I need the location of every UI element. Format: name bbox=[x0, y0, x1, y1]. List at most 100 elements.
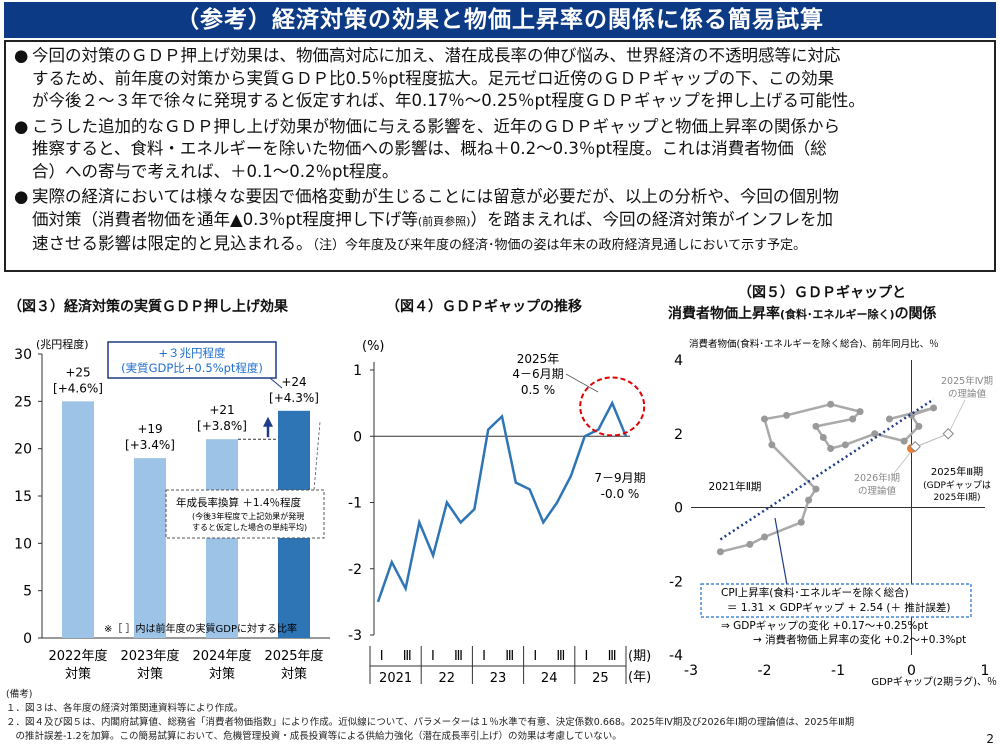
fig5-eq-2: ＝ 1.31 × GDPギャップ + 2.54 (＋ 推計誤差) bbox=[727, 601, 950, 614]
fig3-bar bbox=[206, 439, 238, 638]
fig3-ratio-label: [+4.6%] bbox=[53, 381, 103, 395]
fig5-y-tick-label: -4 bbox=[669, 648, 683, 664]
fig5-title-line2: 消費者物価上昇率(食料･エネルギー除く)の関係 bbox=[668, 303, 937, 323]
fig5-x-tick-label: 1 bbox=[981, 663, 990, 679]
fig3-y-tick-label: 5 bbox=[23, 584, 32, 600]
fig4-chart: (%) 1 0 -1 -2 -3 2025年 4－6月期 0.5 % 7－9月期 -0.… bbox=[348, 339, 651, 686]
bullet-3-line-3: 速させる影響は限定的と見込まれる。（注）今年度及び来年度の経済･物価の姿は年末の… bbox=[32, 233, 988, 258]
fig4-x-labels: Ⅰ Ⅲ Ⅰ Ⅲ Ⅰ Ⅲ Ⅰ Ⅲ Ⅰ Ⅲ 2021 22 23 24 25 bbox=[369, 646, 627, 686]
fig5-x-tick-label: -3 bbox=[684, 663, 698, 679]
fig4-period-label: Ⅲ bbox=[505, 649, 514, 664]
fig5-point bbox=[827, 445, 835, 452]
fig5-ann-q4-2: の理論値 bbox=[948, 388, 987, 400]
fig4-x-year: (年) bbox=[628, 670, 651, 685]
bullet-3-line-3a: 速させる影響は限定的と見込まれる。 bbox=[32, 234, 313, 253]
fig3-annual-3: すると仮定した場合の単純平均) bbox=[192, 522, 307, 532]
bullet-1: ● 今回の対策のＧＤＰ押上げ効果は、物価高対応に加え、潜在成長率の伸び悩み、世界… bbox=[14, 45, 988, 113]
fig3-annual-1: 年成長率換算 ＋1.4％程度 bbox=[176, 496, 302, 509]
fig5-point bbox=[915, 422, 923, 430]
bullet-3-line-2b: ）を踏まえれば、今回の経済対策がインフレを加 bbox=[470, 209, 833, 229]
fig3-ratio-label: [+3.8%] bbox=[197, 419, 247, 433]
fig5-point bbox=[783, 411, 791, 419]
fig5-xlabel: GDPギャップ(2期ラグ)、％ bbox=[871, 675, 997, 688]
fig3-unit: (兆円程度) bbox=[36, 337, 89, 351]
fig5-point bbox=[812, 485, 820, 493]
fig3-annual-box bbox=[165, 489, 325, 539]
bullet-2: ● こうした追加的なＧＤＰ押し上げ効果が物価に与える影響を、近年のＧＤＰギャップ… bbox=[14, 116, 988, 184]
bullet-1-line-1: 今回の対策のＧＤＰ押上げ効果は、物価高対応に加え、潜在成長率の伸び悩み、世界経済… bbox=[32, 46, 841, 65]
fig5-theory-2025q4 bbox=[942, 428, 954, 440]
fig3-annual-2: (今後3年程度で上記効果が発現 bbox=[192, 511, 304, 521]
fig4-y-tick-label: -1 bbox=[348, 496, 362, 512]
fig3-callout-1: +３兆円程度 bbox=[158, 346, 226, 360]
fig3-bar bbox=[134, 458, 166, 638]
fig5-chart: 消費者物価(食料･エネルギーを除く総合)、前年同月比、％ 4 2 0 -2 -4-3 -2… bbox=[669, 338, 997, 688]
fig4-period-label: Ⅰ bbox=[431, 649, 435, 664]
fig3-y-tick-label: 25 bbox=[14, 394, 32, 410]
bullet-2-line-1: こうした追加的なＧＤＰ押し上げ効果が物価に与える影響を、近年のＧＤＰギャップと物… bbox=[32, 116, 841, 136]
fig4-highlight-ellipse bbox=[579, 376, 646, 437]
fig5-point bbox=[930, 404, 938, 412]
page-number: 2 bbox=[986, 732, 994, 746]
fig4-ann-latest-2: 4－6月期 bbox=[512, 367, 563, 381]
fig4-period-label: Ⅰ bbox=[482, 649, 486, 664]
note-1: １．図３は、各年度の経済対策関連資料等により作成。 bbox=[6, 703, 244, 714]
fig5-y-tick-label: 4 bbox=[674, 353, 683, 369]
fig3-y-tick-label: 30 bbox=[14, 347, 32, 363]
bullet-dot-icon: ● bbox=[14, 116, 29, 136]
fig5-point bbox=[849, 415, 857, 423]
bullet-2-line-3: 合）への寄与で考えれば、＋0.1～0.2％pt程度。 bbox=[32, 161, 399, 181]
fig5-theory-2026q1 bbox=[909, 440, 921, 453]
fig4-period-label: Ⅰ bbox=[380, 649, 384, 664]
fig4-y-tick-label: 1 bbox=[353, 363, 362, 379]
fig5-ann-q3-3: 2025年Ⅰ期) bbox=[933, 491, 980, 503]
fig4-year-label: 25 bbox=[592, 671, 609, 686]
fig4-year-label: 23 bbox=[490, 671, 507, 686]
fig3-increase-arrow bbox=[238, 416, 278, 440]
fig5-point bbox=[827, 400, 835, 408]
fig4-ann-last-2: -0.0 % bbox=[601, 487, 640, 501]
fig5-ann-q4-1: 2025年Ⅳ期 bbox=[941, 375, 993, 387]
fig4-ann-last-1: 7－9月期 bbox=[594, 471, 645, 485]
fig4-gdp-gap-line bbox=[376, 400, 628, 603]
fig3-value-label: +24 bbox=[281, 375, 306, 389]
fig5-title-2a: 消費者物価上昇率 bbox=[668, 306, 780, 322]
fig5-point bbox=[900, 437, 908, 445]
fig4-ann-latest-pointer bbox=[565, 373, 599, 393]
fig5-point bbox=[746, 540, 754, 548]
fig3-category-label: 2022年度 bbox=[48, 648, 107, 664]
fig5-title-2b: (食料･エネルギー除く) bbox=[780, 308, 895, 321]
bullet-3-ref: (前頁参照) bbox=[417, 214, 471, 228]
fig5-eq-box bbox=[700, 583, 972, 618]
note-2: ２．図４及び図５は、内閣府試算値、総務省「消費者物価指数」により作成。近似線につ… bbox=[6, 717, 855, 728]
fig3-bar bbox=[62, 401, 94, 638]
fig3-y-tick-label: 10 bbox=[14, 536, 32, 552]
fig3-title: （図３）経済対策の実質ＧＤＰ押し上げ効果 bbox=[8, 299, 288, 315]
bullet-3-line-2a: 価対策（消費者物価を通年▲0.3％pt程度押し下げ等 bbox=[32, 209, 418, 229]
fig3-arrow-head bbox=[263, 416, 273, 427]
fig4-year-label: 24 bbox=[541, 671, 558, 686]
fig4-period-label: Ⅰ bbox=[533, 649, 537, 664]
fig5-ann-q3-2: (GDPギャップは bbox=[923, 480, 991, 491]
bullet-3: ● 実際の経済においては様々な要因で価格変動が生じることには留意が必要だが、以上… bbox=[14, 186, 988, 258]
fig4-unit: (%) bbox=[362, 339, 385, 354]
fig3-footnote: ※［ ］内は前年度の実質GDPに対する比率 bbox=[104, 622, 297, 635]
fig3-annual-pointer bbox=[313, 421, 321, 491]
fig4-ann-latest-1: 2025年 bbox=[517, 352, 560, 366]
fig5-point bbox=[761, 415, 768, 423]
fig3-y-tick-label: 0 bbox=[23, 631, 32, 647]
fig3-ratio-label: [+4.3%] bbox=[269, 391, 319, 405]
fig5-ylabel: 消費者物価(食料･エネルギーを除く総合)、前年同月比、％ bbox=[689, 338, 939, 350]
fig5-point bbox=[805, 496, 813, 504]
fig3-category-label-2: 対策 bbox=[137, 666, 163, 682]
fig4-period-label: Ⅲ bbox=[403, 649, 412, 664]
fig5-eq-4: → 消費者物価上昇率の変化 +0.2～+0.3%pt bbox=[753, 633, 966, 646]
fig3-callout-box bbox=[107, 341, 277, 379]
fig5-ann-q4-pointer bbox=[947, 399, 966, 434]
fig5-y-tick-label: 2 bbox=[674, 427, 683, 443]
fig3-callout-2: (実質GDP比+0.5%pt程度) bbox=[121, 361, 263, 375]
notes: (備考) １．図３は、各年度の経済対策関連資料等により作成。 ２．図４及び図５は… bbox=[6, 688, 966, 744]
fig5-eq-1: CPI上昇率(食料･エネルギーを除く総合) bbox=[721, 586, 909, 599]
bullet-3-line-1: 実際の経済においては様々な要因で価格変動が生じることには留意が必要だが、以上の分… bbox=[32, 187, 839, 206]
fig5-eq-3: ⇒ GDPギャップの変化 +0.17～+0.25%pt bbox=[721, 619, 928, 632]
